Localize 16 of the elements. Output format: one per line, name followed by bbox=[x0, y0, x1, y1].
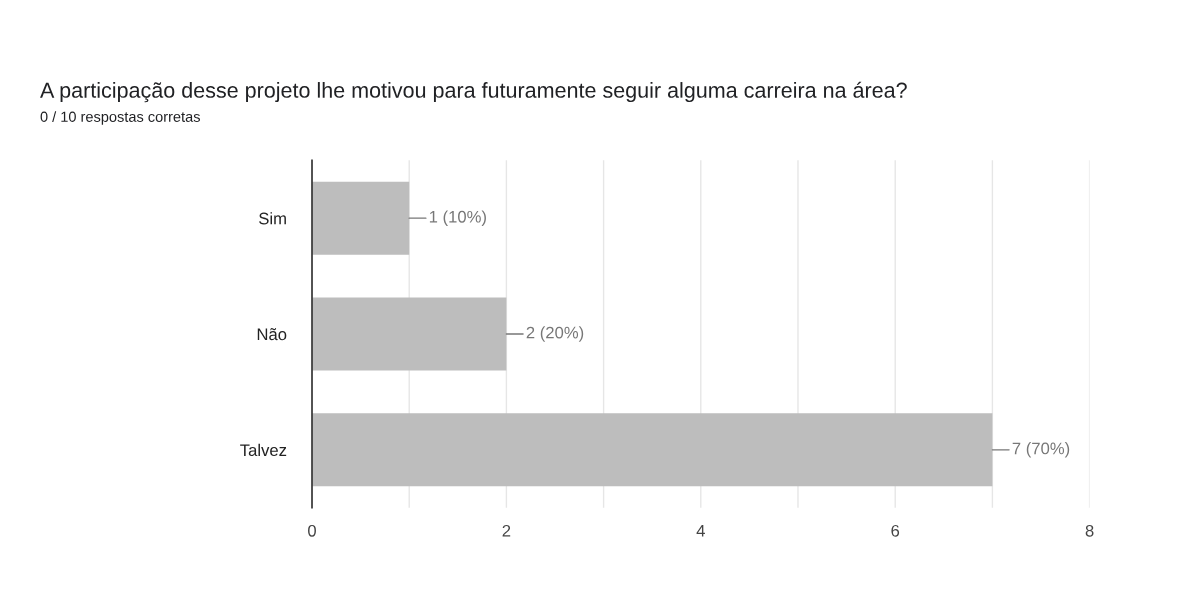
x-tick-label: 4 bbox=[696, 525, 705, 537]
bar bbox=[312, 413, 993, 487]
data-label: 2 (20%) bbox=[526, 326, 584, 342]
text: 0 / 10 respostas corretas bbox=[40, 111, 200, 125]
x-tick-label: 2 bbox=[502, 524, 511, 537]
bar bbox=[312, 181, 410, 255]
y-tick-label: Sim bbox=[259, 212, 286, 225]
y-tick-label: Não bbox=[257, 328, 287, 341]
data-label: 1 (10%) bbox=[429, 210, 486, 226]
x-tick-label: 0 bbox=[308, 524, 316, 537]
x-tick-label: 8 bbox=[1085, 524, 1094, 537]
bar bbox=[312, 297, 507, 371]
data-label: 7 (70%) bbox=[1012, 442, 1070, 458]
y-tick-label: Talvez bbox=[240, 443, 287, 457]
chart-title: A participação desse projeto lhe motivou para futuramente seguir alguma carreira na área? bbox=[40, 81, 907, 103]
x-tick-label: 6 bbox=[891, 524, 900, 537]
